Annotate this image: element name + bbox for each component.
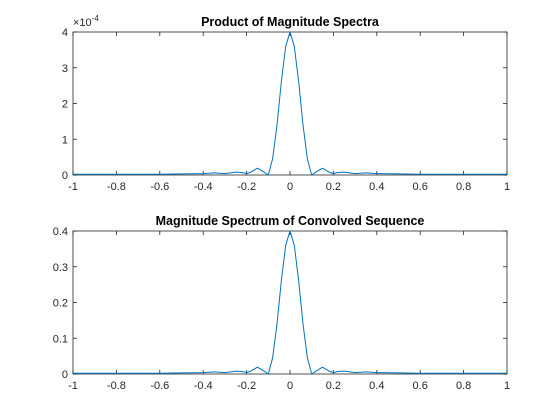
- y-tick-label: 0: [62, 369, 68, 381]
- y-tick-label: 0: [62, 170, 68, 182]
- series-line-bottom: [73, 230, 507, 375]
- x-tick-label: -0.4: [194, 380, 213, 392]
- axes-bottom: Magnitude Spectrum of Convolved Sequence…: [53, 214, 510, 392]
- x-tick-label: 0.4: [369, 380, 384, 392]
- y-exponent-label: ×10-4: [73, 14, 99, 29]
- plot-area-bottom: [72, 230, 508, 375]
- x-tick-label: 0.2: [326, 181, 341, 193]
- series-line-top: [73, 31, 507, 176]
- axes-top: Product of Magnitude Spectra -1 -0.8 -0.6 -…: [62, 14, 510, 193]
- chart-title-top: Product of Magnitude Spectra: [201, 15, 380, 29]
- chart-title-bottom: Magnitude Spectrum of Convolved Sequence: [156, 214, 425, 228]
- y-tick-label: 2: [62, 99, 68, 111]
- y-tick-label: 3: [62, 63, 68, 75]
- x-tick-label: 1: [504, 181, 510, 193]
- x-tick-label: -0.2: [237, 181, 256, 193]
- x-tick-label: -0.8: [107, 380, 126, 392]
- y-tick-label: 0.1: [53, 333, 68, 345]
- y-tick-label: 1: [62, 134, 68, 146]
- x-tick-label: -1: [68, 181, 78, 193]
- x-tick-label: -0.6: [150, 380, 169, 392]
- plot-area-top: [72, 31, 508, 176]
- x-tick-label: -0.8: [107, 181, 126, 193]
- x-tick-label: -0.6: [150, 181, 169, 193]
- y-tick-label: 0.4: [53, 226, 68, 238]
- x-tick-label: 0: [287, 380, 293, 392]
- x-tick-label: -0.4: [194, 181, 213, 193]
- x-tick-label: 0.8: [456, 380, 471, 392]
- x-tick-label: -0.2: [237, 380, 256, 392]
- x-tick-label: -1: [68, 380, 78, 392]
- y-tick-label: 0.2: [53, 298, 68, 310]
- x-tick-label: 0.8: [456, 181, 471, 193]
- x-tick-label: 1: [504, 380, 510, 392]
- x-tick-label: 0.6: [413, 380, 428, 392]
- x-tick-label: 0.4: [369, 181, 384, 193]
- x-tick-label: 0: [287, 181, 293, 193]
- y-tick-label: 4: [62, 27, 68, 39]
- x-tick-label: 0.6: [413, 181, 428, 193]
- x-tick-label: 0.2: [326, 380, 341, 392]
- y-tick-label: 0.3: [53, 262, 68, 274]
